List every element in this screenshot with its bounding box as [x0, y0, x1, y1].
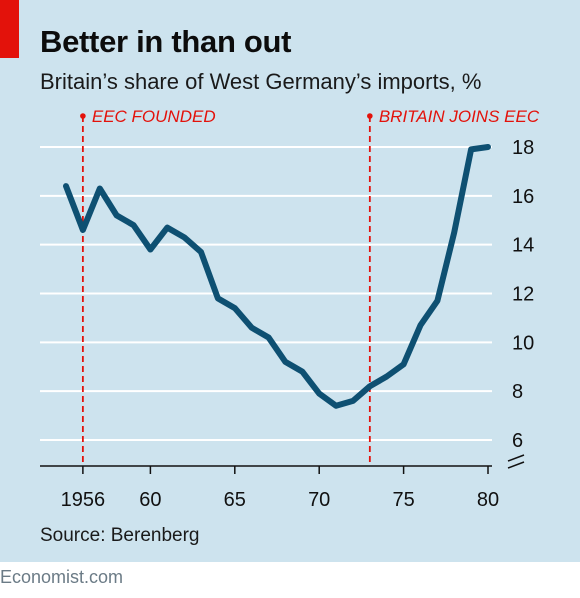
event-label-1: BRITAIN JOINS EEC [379, 107, 540, 126]
chart-title: Better in than out [40, 24, 292, 59]
x-tick-label-1960: 60 [139, 489, 161, 511]
line-chart: EEC FOUNDED BRITAIN JOINS EEC 6 8 10 12 14 16 1… [40, 107, 540, 511]
x-tick-label-1970: 70 [308, 489, 330, 511]
y-tick-label-8: 8 [512, 381, 523, 403]
source-note: Source: Berenberg [40, 525, 200, 546]
series-line-0 [63, 144, 491, 409]
y-tick-label-18: 18 [512, 137, 534, 159]
y-tick-label-16: 16 [512, 186, 534, 208]
event-markers: EEC FOUNDED BRITAIN JOINS EEC [80, 107, 540, 466]
brand-footer: Economist.com [0, 567, 124, 587]
event-dot-0 [80, 113, 86, 119]
chart-panel [0, 0, 580, 562]
axes: 6 8 10 12 14 16 18 1956 60 65 70 75 80 [40, 137, 534, 511]
axis-break-marker [507, 454, 525, 469]
event-dot-1 [367, 113, 373, 119]
gridlines [40, 146, 492, 441]
x-tick-label-1956: 1956 [61, 489, 106, 511]
x-tick-label-1980: 80 [477, 489, 499, 511]
y-tick-label-6: 6 [512, 430, 523, 452]
event-label-0: EEC FOUNDED [92, 107, 216, 126]
y-tick-label-14: 14 [512, 235, 534, 257]
x-tick-label-1975: 75 [392, 489, 414, 511]
chart-subtitle: Britain’s share of West Germany’s import… [40, 69, 482, 94]
y-tick-label-10: 10 [512, 332, 534, 354]
brand-red-tag [0, 0, 19, 58]
x-tick-label-1965: 65 [224, 489, 246, 511]
series-layer [63, 144, 491, 409]
y-tick-label-12: 12 [512, 284, 534, 306]
